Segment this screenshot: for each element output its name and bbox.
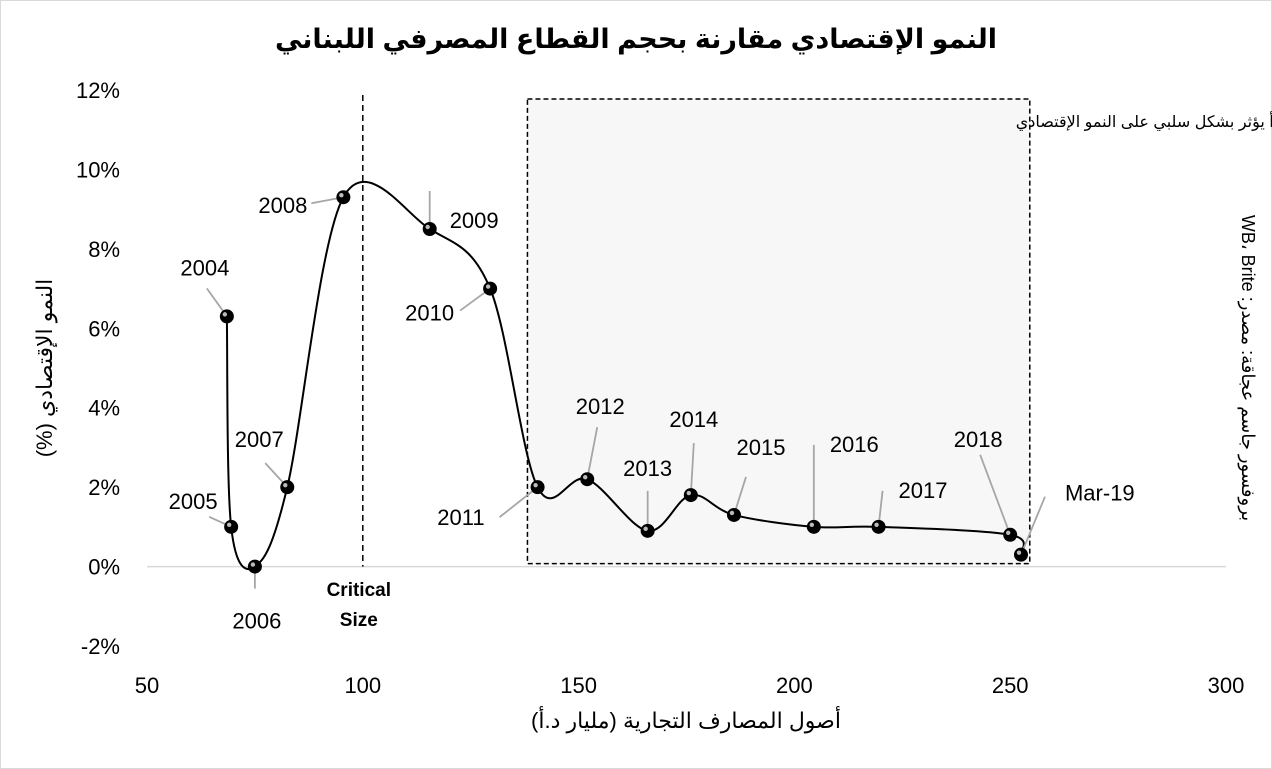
chart-title: النمو الإقتصادي مقارنة بحجم القطاع المصر… — [275, 24, 997, 55]
data-point — [806, 519, 821, 534]
data-point-marker — [483, 281, 498, 296]
data-point-highlight — [874, 522, 879, 528]
annotation-box — [526, 98, 1031, 565]
data-label: 2015 — [736, 435, 785, 460]
data-label: 2017 — [899, 478, 948, 503]
source-note: بروفسور جاسم عجاقة: مصدر: WB، Brite — [1237, 215, 1258, 521]
data-point — [871, 519, 886, 534]
x-tick-label: 50 — [135, 673, 159, 698]
x-tick-label: 250 — [992, 673, 1029, 698]
data-label: 2016 — [830, 432, 879, 457]
data-label: 2011 — [437, 505, 484, 530]
data-labels: 2004 2005 2006 2007 2008 2009 2010 2011 2012 2013… — [169, 193, 1135, 633]
data-point — [336, 190, 351, 205]
data-point-marker — [683, 488, 698, 503]
data-point-highlight — [643, 526, 648, 532]
data-point-marker — [247, 559, 262, 574]
data-point-marker — [336, 190, 351, 205]
series-line — [225, 181, 1025, 571]
y-tick-label: 6% — [88, 316, 120, 341]
data-point-highlight — [1006, 530, 1011, 535]
y-tick-label: 10% — [76, 157, 120, 182]
data-point — [422, 222, 437, 236]
data-point-highlight — [583, 475, 588, 480]
data-label: 2004 — [180, 255, 229, 280]
data-point-highlight — [339, 193, 344, 198]
leader-line — [1020, 496, 1046, 556]
data-point-highlight — [425, 224, 430, 230]
data-point — [683, 488, 698, 503]
y-tick-label: 2% — [88, 475, 120, 500]
x-tick-label: 100 — [344, 673, 381, 698]
data-point-marker — [806, 519, 821, 534]
annotation-text: تمويل الدوّلة بدأ يؤثر بشكل سلبي على الن… — [1016, 111, 1272, 132]
y-tick-label: 4% — [88, 396, 120, 421]
data-point — [1003, 527, 1018, 542]
data-point-highlight — [533, 482, 538, 488]
data-point-highlight — [250, 562, 256, 567]
x-tick-label: 200 — [776, 673, 813, 698]
data-label: Mar-19 — [1065, 481, 1135, 506]
data-markers — [219, 190, 1028, 574]
data-point — [726, 507, 741, 522]
data-point — [483, 281, 498, 296]
data-point-highlight — [485, 284, 491, 289]
data-label: 2007 — [235, 427, 284, 452]
data-point-highlight — [283, 482, 288, 488]
data-point-marker — [422, 222, 437, 236]
y-tick-label: 0% — [88, 555, 120, 580]
data-point-marker — [726, 507, 741, 522]
leader-line — [689, 443, 695, 496]
leader-line — [586, 427, 599, 480]
data-label: 2013 — [623, 456, 672, 481]
data-label: 2014 — [669, 407, 718, 432]
data-point-highlight — [226, 522, 232, 528]
data-point-marker — [640, 523, 655, 538]
data-label: 2008 — [258, 193, 307, 218]
x-tick-label: 150 — [560, 673, 597, 698]
data-point-highlight — [1016, 550, 1022, 555]
leader-line — [979, 454, 1012, 536]
data-label: 2018 — [954, 427, 1003, 452]
y-tick-label: 12% — [76, 78, 120, 103]
data-point-highlight — [222, 312, 228, 317]
data-point — [580, 472, 595, 487]
data-point-marker — [224, 519, 239, 534]
data-point — [640, 523, 655, 538]
leader-line — [499, 486, 539, 518]
data-point-marker — [871, 519, 886, 534]
data-point-marker — [280, 480, 295, 495]
x-axis-label: أصول المصارف التجارية (مليار د.أ) — [531, 706, 841, 733]
data-point — [530, 480, 545, 495]
y-tick-label: -2% — [81, 634, 120, 659]
x-axis-ticks: 50 100 150 200 250 300 — [135, 673, 1245, 698]
data-point-marker — [530, 480, 545, 495]
data-point-marker — [580, 472, 595, 487]
data-label: 2006 — [232, 609, 281, 634]
data-point — [280, 480, 295, 495]
data-point-highlight — [729, 510, 735, 516]
critical-size-label-line2: Size — [340, 610, 378, 631]
y-axis-ticks: -2% 0% 2% 4% 6% 8% 10% 12% — [76, 78, 120, 659]
data-label: 2010 — [405, 301, 454, 326]
annotation-box-group: تمويل الدوّلة بدأ يؤثر بشكل سلبي على الن… — [526, 98, 1272, 565]
data-point — [219, 309, 234, 324]
data-label: 2005 — [169, 489, 218, 514]
y-axis-label: النمو الإقتصادي (%) — [32, 279, 57, 458]
data-point-highlight — [686, 490, 692, 496]
data-point-marker — [1013, 547, 1028, 562]
critical-size-label-line1: Critical — [327, 580, 391, 601]
y-tick-label: 8% — [88, 237, 120, 262]
data-label: 2012 — [576, 394, 625, 419]
data-point-marker — [219, 309, 234, 324]
data-point — [224, 519, 239, 534]
data-label: 2009 — [450, 208, 499, 233]
data-point-highlight — [809, 522, 815, 528]
data-point-marker — [1003, 527, 1018, 542]
x-tick-label: 300 — [1208, 673, 1245, 698]
data-point — [247, 559, 262, 574]
data-point — [1013, 547, 1028, 562]
